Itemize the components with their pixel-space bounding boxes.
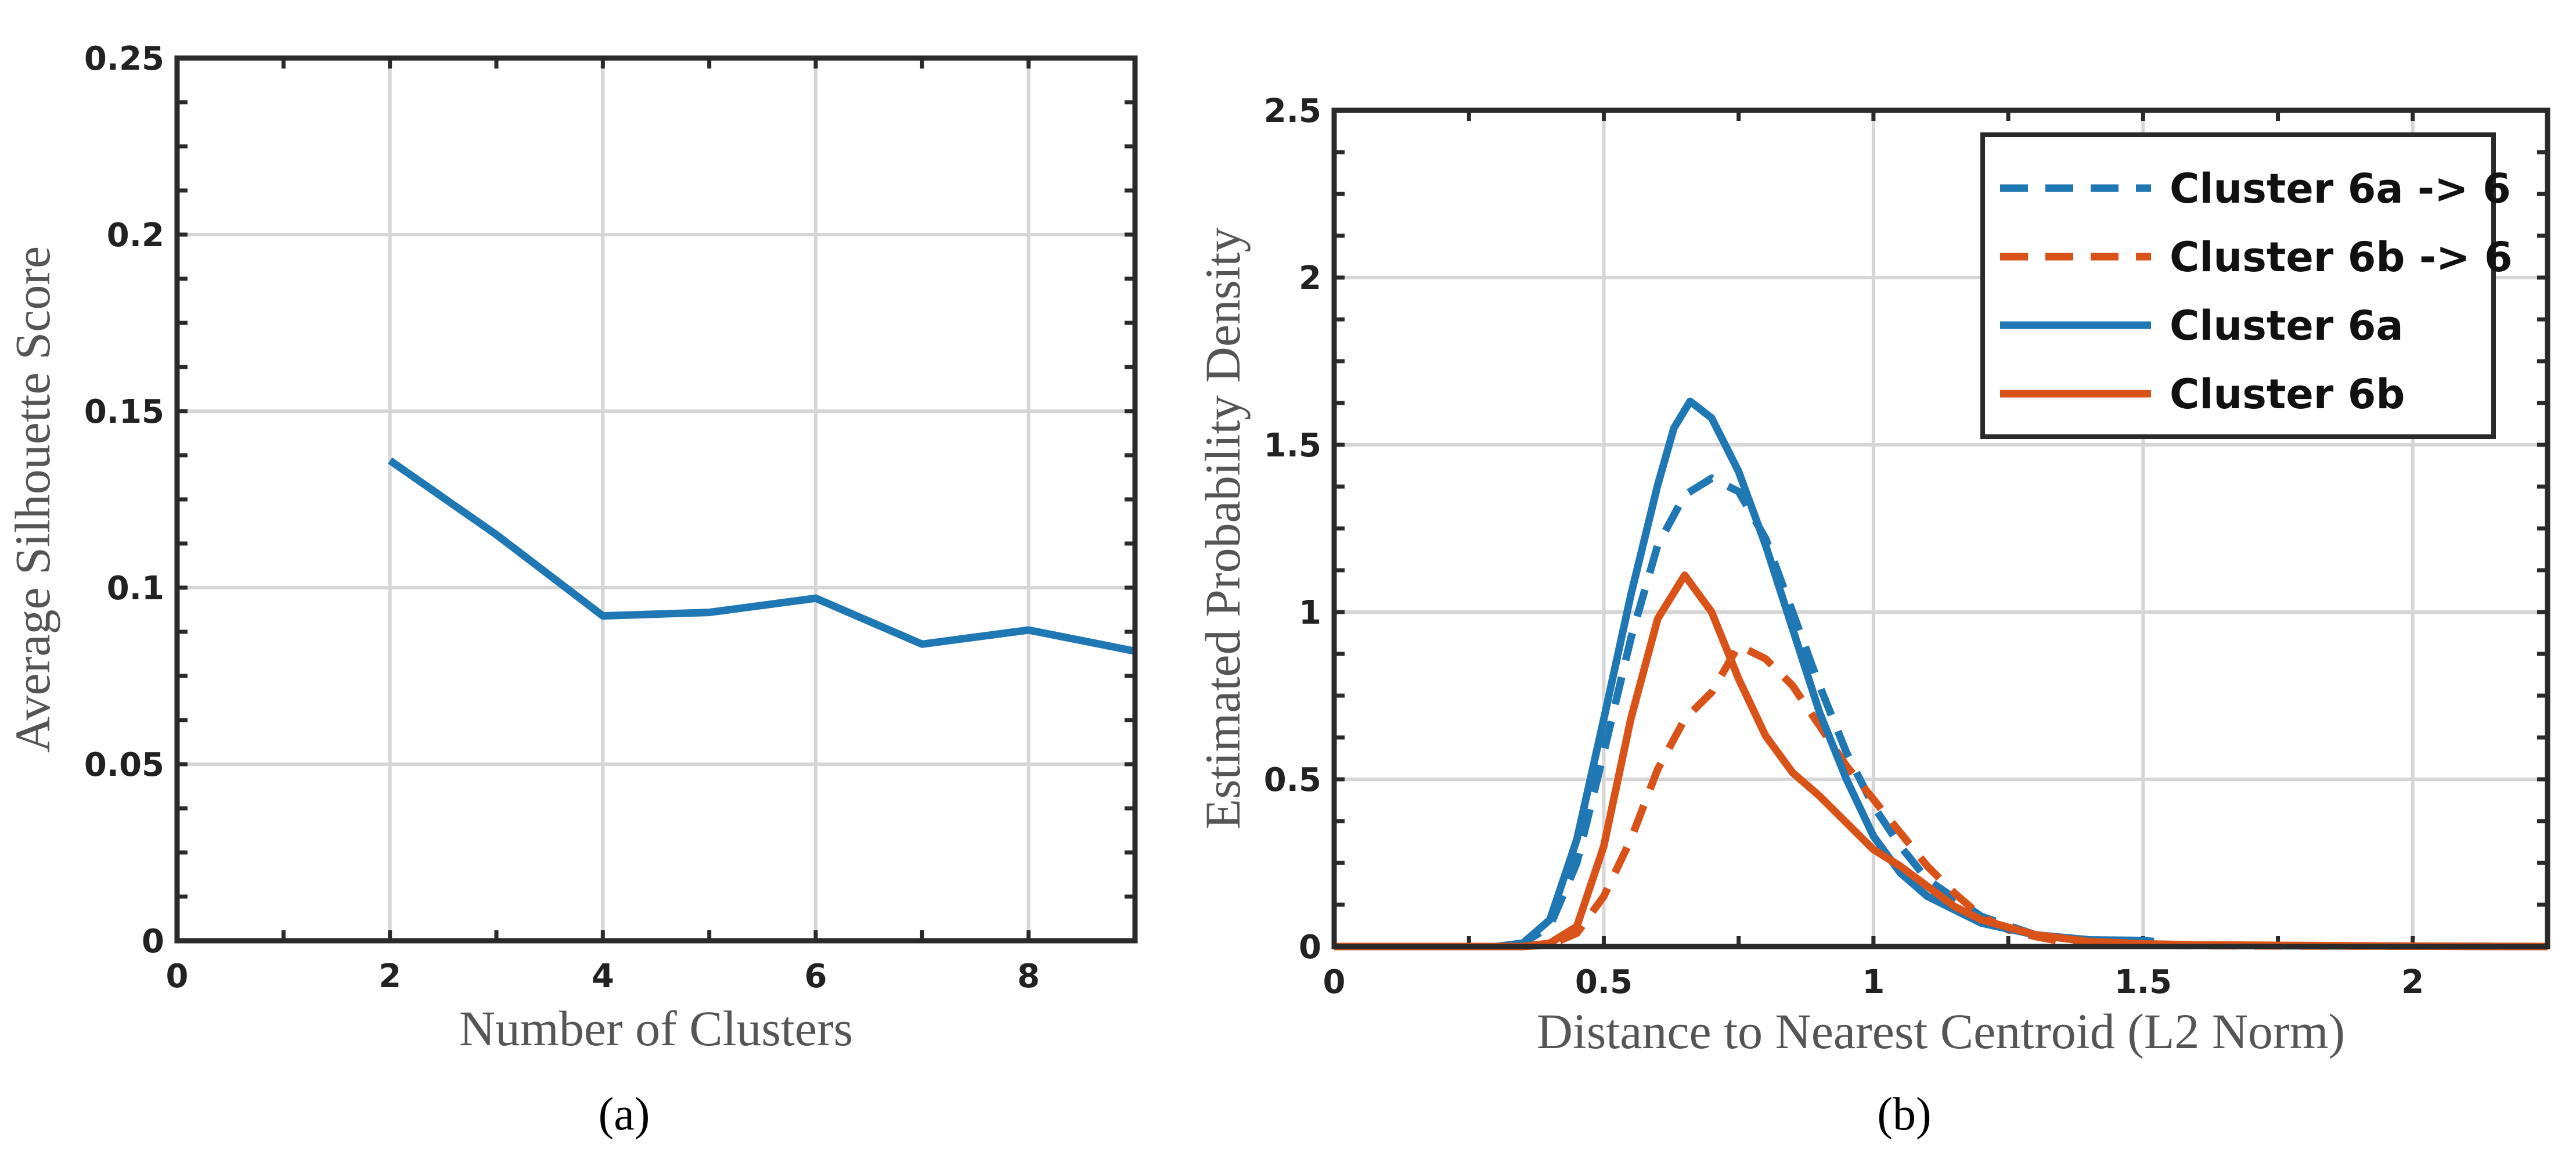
legend: Cluster 6a -> 6 Cluster 6b -> 6 Cluster 6a… [1980,132,2513,439]
x-tick-label: 1.5 [2114,963,2172,1001]
y-tick-label: 0.15 [84,393,164,431]
legend-label-4: Cluster 6b [2170,370,2405,418]
plot-frame [1331,107,2550,949]
legend-label-3: Cluster 6a [2170,302,2404,350]
y-axis-title: Estimated Probability Density [1195,228,1251,830]
x-axis-title: Number of Clusters [459,1001,853,1056]
x-axis-title: Distance to Nearest Centroid (L2 Norm) [1537,1003,2345,1059]
x-tick-label: 1 [1862,963,1885,1001]
legend-label-2: Cluster 6b -> 6 [2170,233,2513,281]
series-line-b-4 [1334,571,2548,951]
y-tick-label: 0.05 [84,746,164,784]
panel-label: (b) [1877,1089,1931,1140]
panel-b-chart: 0 0.5 1 1.5 2 0 0.5 1 1.5 2 2.5 Distance to Nearest… [1195,92,2550,1140]
x-tick-label: 6 [805,958,827,995]
x-tick-label: 2 [2401,963,2424,1001]
series-line-b-3 [1334,397,2155,951]
panel-label: (a) [599,1089,650,1140]
y-tick-label: 0 [142,923,164,960]
x-tick-label: 0 [166,958,189,995]
series-line-b-1 [1334,474,2548,951]
panel-a-chart: 0 2 4 6 8 0 0.05 0.1 0.15 0.2 0.25 Number of Cluste… [5,40,1138,1140]
y-axis-title: Average Silhouette Score [5,246,60,753]
y-tick-label: 0.25 [84,40,164,78]
x-tick-label: 8 [1017,958,1040,995]
legend-label-1: Cluster 6a -> 6 [2170,165,2511,213]
y-tick-label: 2.5 [1264,92,1321,130]
y-tick-label: 2 [1299,260,1321,297]
y-tick-label: 1.5 [1264,427,1321,465]
x-tick-label: 4 [592,958,614,995]
y-tick-label: 0.2 [107,217,164,254]
x-tick-label: 2 [379,958,401,995]
y-tick-label: 0 [1299,929,1321,966]
x-tick-label: 0 [1323,963,1346,1001]
y-tick-label: 1 [1299,594,1321,632]
plot-frame [174,55,1138,944]
x-tick-label: 0.5 [1575,963,1633,1001]
y-tick-label: 0.5 [1264,761,1321,799]
y-tick-label: 0.1 [107,570,164,607]
series-line-a-1 [387,457,1136,655]
